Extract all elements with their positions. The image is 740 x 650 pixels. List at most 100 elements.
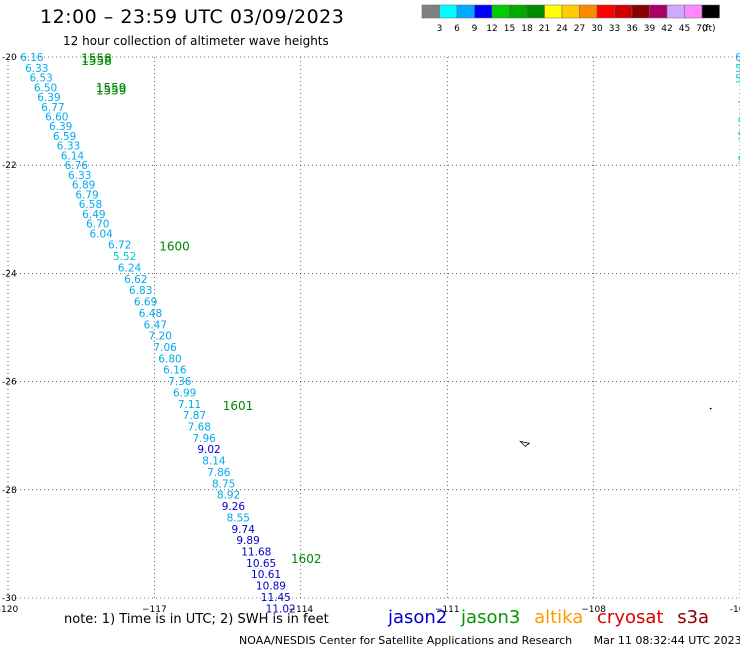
swh-data-label: 7.36 (168, 376, 192, 388)
legend-tick-label: 36 (626, 24, 638, 34)
legend-unit: (ft) (702, 24, 716, 34)
x-tick-label: −117 (142, 605, 167, 615)
swh-data-label: 6.16 (20, 52, 44, 64)
time-label: 1601 (223, 399, 254, 413)
legend-tick-label: 45 (679, 24, 690, 34)
swh-data-label: 6.80 (158, 353, 181, 365)
time-label: 1559 (96, 84, 127, 98)
swh-data-label: 5.32 (735, 74, 740, 86)
swh-data-label: 6.77 (41, 102, 64, 114)
swh-data-label: 6.99 (173, 387, 196, 399)
swh-data-label: 6.39 (37, 92, 60, 104)
swh-data-label: 6.83 (129, 285, 152, 297)
credit-text: NOAA/NESDIS Center for Satellite Applica… (239, 634, 573, 647)
legend-tick-label: 24 (556, 24, 568, 34)
legend-tick-label: 12 (486, 24, 497, 34)
satellite-legend: jason2 jason3 altika cryosat s3a (388, 607, 717, 628)
x-tick-label: -120 (0, 605, 18, 615)
note-text: note: 1) Time is in UTC; 2) SWH is in fe… (64, 612, 329, 627)
swh-data-label: 7.87 (183, 410, 206, 422)
time-label: 1602 (291, 552, 322, 566)
swh-data-label: 6.59 (53, 131, 76, 143)
swh-data-label: 7.96 (192, 433, 216, 445)
swh-data-label: 6.69 (134, 297, 157, 309)
x-tick-label: −108 (581, 605, 606, 615)
legend-swatch (701, 4, 720, 19)
swh-data-label: 9.74 (232, 524, 256, 536)
swh-data-label: 7.68 (188, 422, 211, 434)
timestamp-text: Mar 11 08:32:44 UTC 2023 (593, 634, 740, 647)
legend-tick-label: 6 (454, 24, 460, 34)
swh-data-label: 9.89 (236, 535, 259, 547)
satellite-s3a: s3a (677, 607, 710, 628)
satellite-jason3: jason3 (461, 607, 521, 628)
swh-data-label: 7.86 (207, 467, 231, 479)
swh-data-label: 8.75 (212, 478, 235, 490)
y-tick-label: -26 (2, 378, 17, 388)
wave-height-map: -120 −117 −114 −111 −108 -105 -20 -22 -24 -26 -28 -… (0, 52, 740, 615)
swh-data-label: 10.61 (251, 569, 281, 581)
legend-tick-label: 27 (574, 24, 585, 34)
x-tick-label: −111 (435, 605, 460, 615)
y-tick-label: -24 (2, 269, 17, 279)
color-scale-legend: 3 6 9 12 15 18 21 24 27 30 33 36 39 42 45 70(ft) (421, 4, 720, 34)
legend-tick-label: 42 (661, 24, 672, 34)
y-tick-label: -22 (2, 161, 17, 171)
legend-tick-label: 18 (521, 24, 533, 34)
swh-data-label: 6.49 (82, 209, 105, 221)
swh-data-label: 7.20 (149, 331, 172, 343)
time-label: 1600 (159, 239, 190, 253)
swh-data-label: 6.89 (72, 180, 95, 192)
swh-data-label: 6.14 (61, 150, 85, 162)
time-label: 1558 (81, 54, 112, 68)
legend-tick-label: 9 (472, 24, 478, 34)
swh-data-label: 10.89 (256, 581, 286, 593)
swh-data-label: 8.92 (217, 490, 240, 502)
footer-credit: NOAA/NESDIS Center for Satellite Applica… (239, 634, 740, 647)
satellite-jason2: jason2 (388, 607, 448, 628)
satellite-cryosat: cryosat (597, 607, 664, 628)
chart-subtitle: 12 hour collection of altimeter wave hei… (63, 34, 329, 48)
swh-data-label: 6.42 (735, 52, 740, 64)
swh-data-label: 6.39 (49, 121, 72, 133)
x-tick-label: −114 (288, 605, 313, 615)
x-tick-label: -105 (730, 605, 740, 615)
swh-data-label: 5.34 (735, 63, 740, 75)
swh-data-label: 5.4 (738, 130, 740, 142)
swh-data-label: 6.72 (108, 240, 131, 252)
legend-tick-label: 15 (504, 24, 515, 34)
swh-data-label: 6.47 (144, 319, 167, 331)
swh-data-label: 11.68 (241, 546, 271, 558)
swh-data-label: 6.33 (57, 141, 80, 153)
chart-title: 12:00 – 23:59 UTC 03/09/2023 (40, 6, 345, 28)
swh-data-label: 11.45 (261, 592, 291, 604)
swh-data-label: 9.02 (197, 444, 220, 456)
time-label: 1559 (96, 81, 127, 95)
swh-data-label: 6.24 (118, 262, 142, 274)
swh-data-label: 6.48 (139, 308, 162, 320)
island-marker (709, 407, 712, 410)
swh-data-label: 6.76 (65, 160, 89, 172)
legend-tick-label: 39 (644, 24, 656, 34)
swh-data-label: 6.62 (124, 274, 147, 286)
swh-data-label: 5.52 (113, 251, 136, 263)
swh-data-label: 6.04 (89, 228, 113, 240)
swh-data-label: 6.33 (25, 63, 48, 75)
legend-tick-label: 21 (539, 24, 550, 34)
swh-data-label: 6.16 (163, 365, 187, 377)
swh-data-label: 6.60 (45, 112, 68, 124)
swh-data-label: 5.9 (738, 155, 740, 167)
swh-data-label: 7.06 (153, 342, 177, 354)
swh-data-label: 6.70 (86, 219, 109, 231)
swh-data-label: 11.02 (266, 603, 296, 615)
island-marker (519, 440, 531, 447)
swh-data-label: 6.53 (29, 73, 52, 85)
swh-data-label: 5.1 (738, 117, 740, 129)
swh-data-label: 8.14 (202, 456, 226, 468)
swh-data-label: 8.55 (227, 512, 250, 524)
y-tick-label: -20 (2, 53, 17, 63)
legend-tick-label: 30 (591, 24, 603, 34)
swh-data-label: 7.11 (178, 399, 201, 411)
swh-data-label: 7.16 (738, 101, 740, 113)
y-tick-label: -30 (2, 594, 17, 604)
